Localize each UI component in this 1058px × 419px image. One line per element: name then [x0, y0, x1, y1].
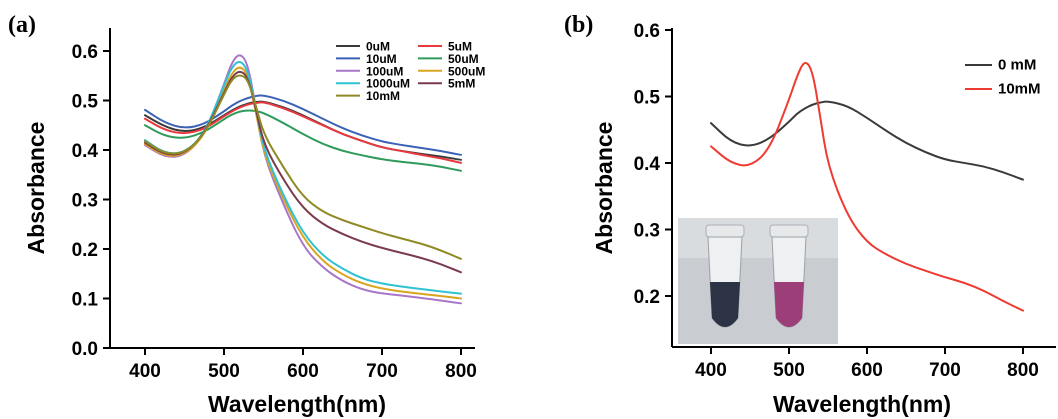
panel-a-label: (a) [8, 12, 36, 38]
panel-b-x-ticks: 400 500 600 700 800 [695, 347, 1039, 381]
x-tick-label: 500 [208, 361, 240, 382]
y-tick-label: 0.2 [634, 287, 660, 308]
panel-a: (a) 400 500 600 700 800 0.00.10.20.30.40.50.… [8, 12, 485, 417]
y-tick-label: 0.4 [634, 154, 661, 175]
panel-a-y-axis-title: Absorbance [23, 122, 49, 255]
panel-b-plot-area [710, 62, 1025, 312]
panel-b-axes [671, 28, 1056, 348]
panel-b: (b) 400 500 600 700 800 0.20.30.40.50.6 Wav [564, 12, 1056, 417]
panel-b-label: (b) [564, 12, 593, 38]
x-tick-label: 600 [851, 360, 883, 381]
panel-b-y-axis-title: Absorbance [591, 122, 617, 255]
vial-photo-inset [678, 218, 838, 344]
y-tick-label: 0.6 [72, 42, 98, 63]
y-tick-label: 0.0 [72, 339, 98, 360]
series-line-10mM [144, 74, 462, 260]
vial-left-liquid [710, 282, 740, 327]
series-line-50uM [144, 109, 462, 172]
series-line-0uM [144, 100, 462, 161]
legend-label: 10mM [998, 81, 1041, 98]
y-tick-label: 0.3 [72, 191, 98, 212]
series-line-500uM [144, 66, 462, 300]
series-line-100uM [144, 54, 462, 305]
panel-a-legend: 0uM 5uM 10uM 50uM 100uM 500uM 1000uM 5mM 10mM [336, 40, 485, 103]
x-tick-label: 500 [773, 360, 805, 381]
panel-a-y-ticks: 0.0 0.1 0.2 0.3 0.4 0.5 0.6 [72, 42, 110, 360]
series-line-10mM [710, 62, 1025, 312]
y-tick-label: 0.5 [72, 92, 99, 113]
inset-top-highlight [678, 218, 838, 258]
y-tick-label: 0.5 [634, 88, 661, 109]
x-tick-label: 400 [695, 360, 727, 381]
legend-label: 0uM [366, 40, 390, 54]
vial-left-cap [705, 224, 745, 238]
vial-left [705, 224, 745, 328]
series-line-5uM [144, 101, 462, 164]
series-line-10uM [144, 94, 462, 156]
x-tick-label: 700 [366, 361, 398, 382]
legend-label: 10mM [366, 89, 400, 103]
panel-b-y-ticks: 0.2 0.3 0.4 0.5 0.6 [634, 21, 672, 308]
x-tick-label: 600 [287, 361, 319, 382]
legend-label: 1000uM [366, 77, 410, 91]
panel-b-x-axis-title: Wavelength(nm) [773, 391, 951, 417]
legend-label: 500uM [448, 64, 485, 78]
legend-label: 0 mM [998, 57, 1036, 74]
series-line-1000uM [144, 60, 462, 295]
legend-label: 5uM [448, 40, 472, 54]
panel-b-legend: 0 mM 10mM [965, 57, 1041, 98]
panel-a-x-ticks: 400 500 600 700 800 [129, 348, 477, 382]
y-tick-label: 0.4 [72, 141, 99, 162]
x-tick-label: 800 [445, 361, 477, 382]
legend-label: 100uM [366, 64, 403, 78]
panel-a-x-axis-title: Wavelength(nm) [208, 391, 386, 417]
panel-a-plot-area [144, 54, 462, 305]
legend-label: 10uM [366, 52, 397, 66]
legend-label: 50uM [448, 52, 479, 66]
y-tick-label: 0.3 [634, 221, 660, 242]
vial-right-cap [769, 224, 809, 238]
x-tick-label: 400 [129, 361, 161, 382]
y-tick-label: 0.1 [72, 290, 99, 311]
x-tick-label: 700 [929, 360, 961, 381]
y-tick-label: 0.2 [72, 240, 98, 261]
series-line-0mM [710, 100, 1025, 181]
legend-label: 5mM [448, 77, 475, 91]
y-tick-label: 0.6 [634, 21, 660, 42]
panel-a-axes [109, 28, 475, 349]
x-tick-label: 800 [1007, 360, 1039, 381]
vial-right [769, 224, 809, 328]
vial-right-liquid [774, 282, 804, 327]
